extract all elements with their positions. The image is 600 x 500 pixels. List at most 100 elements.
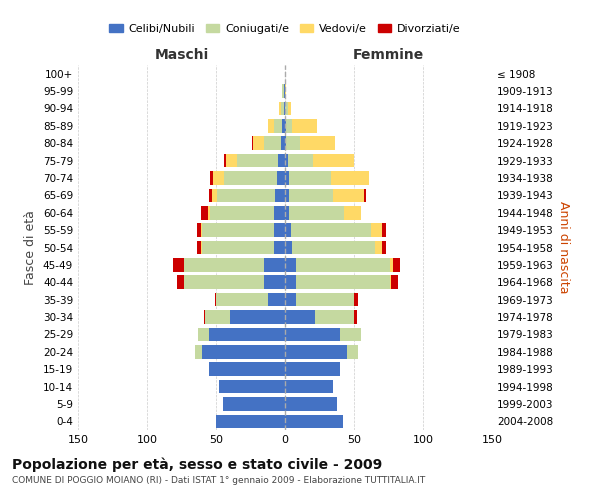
Bar [292,240,374,254]
Bar [274,240,285,254]
Bar [216,414,285,428]
Bar [285,240,292,254]
Bar [289,188,334,202]
Bar [201,240,202,254]
Bar [288,154,313,168]
Bar [209,188,212,202]
Y-axis label: Fasce di età: Fasce di età [25,210,37,285]
Bar [285,84,286,98]
Bar [203,310,205,324]
Bar [184,258,265,272]
Bar [288,102,290,115]
Bar [354,310,357,324]
Bar [277,171,285,185]
Bar [344,206,361,220]
Bar [285,276,296,289]
Bar [331,171,369,185]
Bar [286,119,292,132]
Y-axis label: Anni di nascita: Anni di nascita [557,201,570,294]
Bar [201,206,208,220]
Text: Popolazione per età, sesso e stato civile - 2009: Popolazione per età, sesso e stato civil… [12,458,382,472]
Bar [285,206,289,220]
Bar [313,154,354,168]
Bar [173,258,184,272]
Bar [286,136,300,150]
Bar [253,136,265,150]
Bar [364,188,367,202]
Bar [211,206,274,220]
Bar [292,119,317,132]
Bar [354,293,358,306]
Bar [289,206,344,220]
Bar [209,328,285,341]
Bar [316,310,354,324]
Bar [202,224,274,237]
Bar [196,345,202,358]
Bar [274,224,285,237]
Bar [275,188,285,202]
Bar [289,171,331,185]
Bar [205,310,230,324]
Bar [285,345,347,358]
Bar [282,119,285,132]
Bar [285,136,286,150]
Text: Maschi: Maschi [154,48,209,62]
Bar [226,154,236,168]
Bar [213,171,224,185]
Bar [285,154,288,168]
Bar [278,154,285,168]
Text: COMUNE DI POGGIO MOIANO (RI) - Dati ISTAT 1° gennaio 2009 - Elaborazione TUTTITA: COMUNE DI POGGIO MOIANO (RI) - Dati ISTA… [12,476,425,485]
Bar [208,206,211,220]
Bar [334,188,364,202]
Bar [265,136,281,150]
Bar [219,380,285,394]
Bar [224,171,277,185]
Bar [281,136,285,150]
Bar [265,276,285,289]
Bar [382,224,386,237]
Bar [217,188,275,202]
Bar [285,362,340,376]
Bar [285,310,316,324]
Bar [285,397,337,410]
Bar [197,240,201,254]
Bar [285,414,343,428]
Bar [268,119,274,132]
Bar [224,154,226,168]
Bar [280,102,281,115]
Bar [296,276,390,289]
Bar [211,171,213,185]
Bar [285,293,296,306]
Bar [285,224,290,237]
Bar [285,119,286,132]
Bar [223,397,285,410]
Bar [268,293,285,306]
Bar [296,258,390,272]
Bar [209,362,285,376]
Bar [212,188,217,202]
Bar [265,258,285,272]
Bar [230,310,285,324]
Bar [382,240,386,254]
Bar [391,276,398,289]
Bar [390,258,392,272]
Bar [237,154,278,168]
Bar [197,224,201,237]
Bar [216,293,268,306]
Bar [202,345,285,358]
Bar [290,224,371,237]
Bar [347,345,358,358]
Bar [284,84,285,98]
Bar [390,276,391,289]
Bar [202,240,274,254]
Bar [198,328,209,341]
Bar [340,328,361,341]
Bar [285,328,340,341]
Bar [178,276,184,289]
Bar [374,240,382,254]
Bar [392,258,400,272]
Bar [371,224,382,237]
Bar [201,224,202,237]
Bar [285,171,289,185]
Bar [285,258,296,272]
